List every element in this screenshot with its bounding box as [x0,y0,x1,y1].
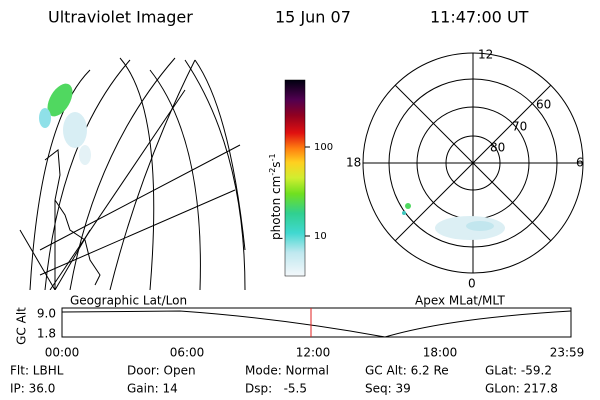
x-tick-label: 06:00 [170,346,205,360]
status-field: GLat: -59.2 [485,364,552,378]
mlat-label: 70 [512,120,527,134]
altitude-label: GC Alt [15,307,29,345]
altitude-curve [61,310,572,338]
mlt-label: 0 [468,277,476,291]
x-tick-label: 00:00 [45,346,80,360]
y-tick-label: 9.0 [37,307,56,321]
mlat-label: 80 [490,141,505,155]
date: 15 Jun 07 [275,8,351,27]
y-tick-label: 1.8 [37,327,56,341]
left-title: Geographic Lat/Lon [70,294,187,308]
status-field: GC Alt: 6.2 Re [365,364,449,378]
mlat-label: 60 [536,98,551,112]
geo-map [19,57,246,290]
colorbar [284,79,306,277]
polar-plot [362,52,584,274]
status-field: Door: Open [127,364,196,378]
right-title: Apex MLat/MLT [415,294,505,308]
colorbar-tick-label: 100 [314,142,333,153]
instrument: Ultraviolet Imager [48,8,193,27]
colorbar-label: photon cm-2s-1 [268,153,283,240]
mlt-label: 6 [576,156,584,170]
altitude-frame [61,307,572,338]
x-tick-label: 23:59 [550,346,585,360]
status-field: IP: 36.0 [10,382,55,396]
status-field: Dsp: -5.5 [245,382,307,396]
status-field: Gain: 14 [127,382,178,396]
status-field: Flt: LBHL [10,364,64,378]
status-field: Mode: Normal [245,364,329,378]
status-footer: Flt: LBHL Door: Open Mode: Normal GC Alt: 6… [10,364,558,396]
time: 11:47:00 UT [430,8,529,27]
mlt-label: 12 [478,48,493,62]
x-tick-label: 12:00 [296,346,331,360]
mlt-label: 18 [346,156,361,170]
status-field: GLon: 217.8 [485,382,558,396]
status-field: Seq: 39 [365,382,411,396]
colorbar-tick-label: 10 [314,231,327,242]
x-tick-label: 18:00 [423,346,458,360]
